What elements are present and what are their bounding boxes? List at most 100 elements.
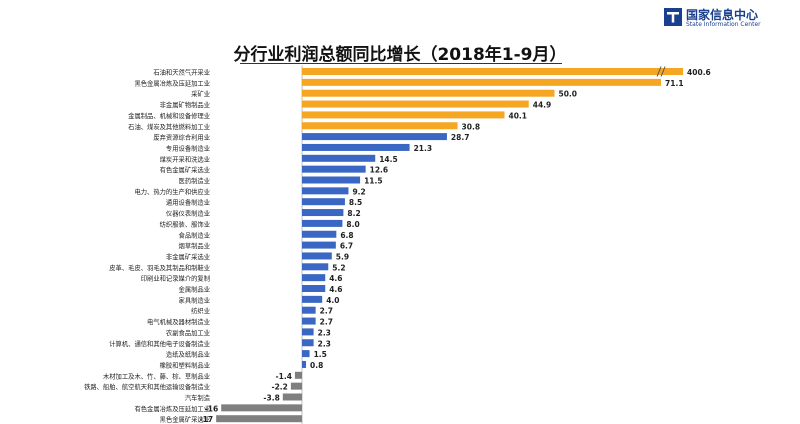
bar xyxy=(221,404,302,412)
axis-break-mark xyxy=(660,66,666,77)
category-label: 铁路、船舶、航空航天和其他运输设备制造业 xyxy=(84,382,210,391)
bar xyxy=(302,328,314,336)
category-label: 食品制造业 xyxy=(179,230,210,239)
data-label: 50.0 xyxy=(559,90,578,99)
data-label: 28.7 xyxy=(451,133,470,142)
category-label: 石油和天然气开采业 xyxy=(153,68,210,77)
bar xyxy=(302,241,336,249)
bar xyxy=(302,285,326,292)
bar xyxy=(302,154,376,162)
data-label: 71.1 xyxy=(665,79,684,88)
category-label: 石油、煤炭及其他燃料加工业 xyxy=(128,122,210,131)
category-label: 纺织业 xyxy=(191,306,210,315)
data-label: 0.8 xyxy=(310,361,323,370)
bar xyxy=(302,274,326,282)
category-label: 有色金属冶炼及压延加工业 xyxy=(134,404,210,413)
category-label: 采矿业 xyxy=(191,89,210,98)
category-label: 橡胶和塑料制品业 xyxy=(160,360,210,369)
data-label: -2.2 xyxy=(271,383,287,392)
data-label: 2.7 xyxy=(320,307,333,316)
data-label: -17 xyxy=(200,415,214,424)
data-label: 2.3 xyxy=(318,328,331,337)
category-label: 非金属矿物制品业 xyxy=(160,100,210,109)
bar xyxy=(302,143,410,151)
bar xyxy=(302,306,316,314)
bar xyxy=(302,350,310,358)
category-label: 仪器仪表制造业 xyxy=(166,209,210,218)
data-label: 30.8 xyxy=(462,122,481,131)
data-label: 8.0 xyxy=(346,220,359,229)
bar xyxy=(302,100,529,108)
data-label: 6.7 xyxy=(340,242,353,251)
bar xyxy=(302,198,345,206)
axis-break-mark xyxy=(656,66,662,77)
data-label: 400.6 xyxy=(687,68,711,77)
logo: 国家信息中心 State Information Center xyxy=(664,6,794,32)
bar xyxy=(282,393,302,401)
category-label: 通用设备制造业 xyxy=(166,198,210,207)
data-label: 44.9 xyxy=(533,101,552,110)
bar xyxy=(294,371,302,379)
data-label: 4.6 xyxy=(329,285,342,294)
category-label: 非金属矿采选业 xyxy=(166,252,210,261)
data-label: 40.1 xyxy=(509,111,528,120)
logo-text-english: State Information Center xyxy=(686,21,761,28)
category-label: 黑色金属冶炼及压延加工业 xyxy=(134,78,210,87)
category-label: 有色金属矿采选业 xyxy=(160,165,210,174)
data-label: 9.2 xyxy=(352,187,365,196)
bar xyxy=(302,263,329,271)
data-label: -16 xyxy=(205,404,219,413)
data-label: 21.3 xyxy=(414,144,433,153)
data-label: 4.6 xyxy=(329,274,342,283)
category-label: 黑色金属矿采选业 xyxy=(160,415,210,424)
bar xyxy=(302,111,505,119)
data-label: 4.0 xyxy=(326,296,339,305)
bar xyxy=(302,219,343,227)
bar xyxy=(302,339,314,347)
bar xyxy=(302,360,307,368)
data-label: 11.5 xyxy=(364,177,383,186)
category-label: 煤炭开采和洗选业 xyxy=(160,154,210,163)
category-label: 专用设备制造业 xyxy=(166,143,210,152)
bar xyxy=(302,176,361,184)
category-label: 电气机械及器材制造业 xyxy=(147,317,210,326)
category-label: 汽车制造 xyxy=(185,393,211,402)
data-label: -3.8 xyxy=(263,394,279,403)
bar xyxy=(302,209,344,217)
category-label: 印刷业和记录媒介的复制 xyxy=(141,274,210,283)
data-label: 2.3 xyxy=(318,339,331,348)
bar xyxy=(302,252,332,260)
bar xyxy=(302,295,323,303)
category-label: 纺织服装、服饰业 xyxy=(160,219,210,228)
bar xyxy=(302,187,349,195)
category-label: 金属制品业 xyxy=(179,285,210,294)
data-label: 14.5 xyxy=(379,155,398,164)
category-label: 金属制品、机械和设备修理业 xyxy=(128,111,210,120)
title-underline xyxy=(240,63,562,64)
category-label: 家具制造业 xyxy=(179,295,210,304)
bar xyxy=(302,122,458,130)
data-label: 1.5 xyxy=(314,350,327,359)
data-label: 12.6 xyxy=(370,166,389,175)
bar xyxy=(302,317,316,325)
data-label: 6.8 xyxy=(340,231,353,240)
logo-text-chinese: 国家信息中心 xyxy=(686,8,759,22)
bar xyxy=(216,415,302,423)
data-label: 8.5 xyxy=(349,198,362,207)
state-information-center-logo-icon xyxy=(664,8,682,26)
bar xyxy=(302,133,447,141)
bar xyxy=(302,68,684,75)
category-label: 废弃资源综合利用业 xyxy=(153,133,210,142)
data-label: 2.7 xyxy=(320,318,333,327)
bar xyxy=(302,165,366,173)
category-label: 造纸及纸制品业 xyxy=(166,350,210,359)
data-label: -1.4 xyxy=(276,372,292,381)
data-label: 8.2 xyxy=(347,209,360,218)
bar xyxy=(290,382,302,390)
category-label: 烟草制品业 xyxy=(179,241,210,250)
chart-title: 分行业利润总额同比增长（2018年1-9月） xyxy=(233,45,567,65)
category-label: 木材加工及木、竹、藤、棕、草制品业 xyxy=(103,371,210,380)
bar xyxy=(302,230,337,238)
bar xyxy=(302,89,555,97)
